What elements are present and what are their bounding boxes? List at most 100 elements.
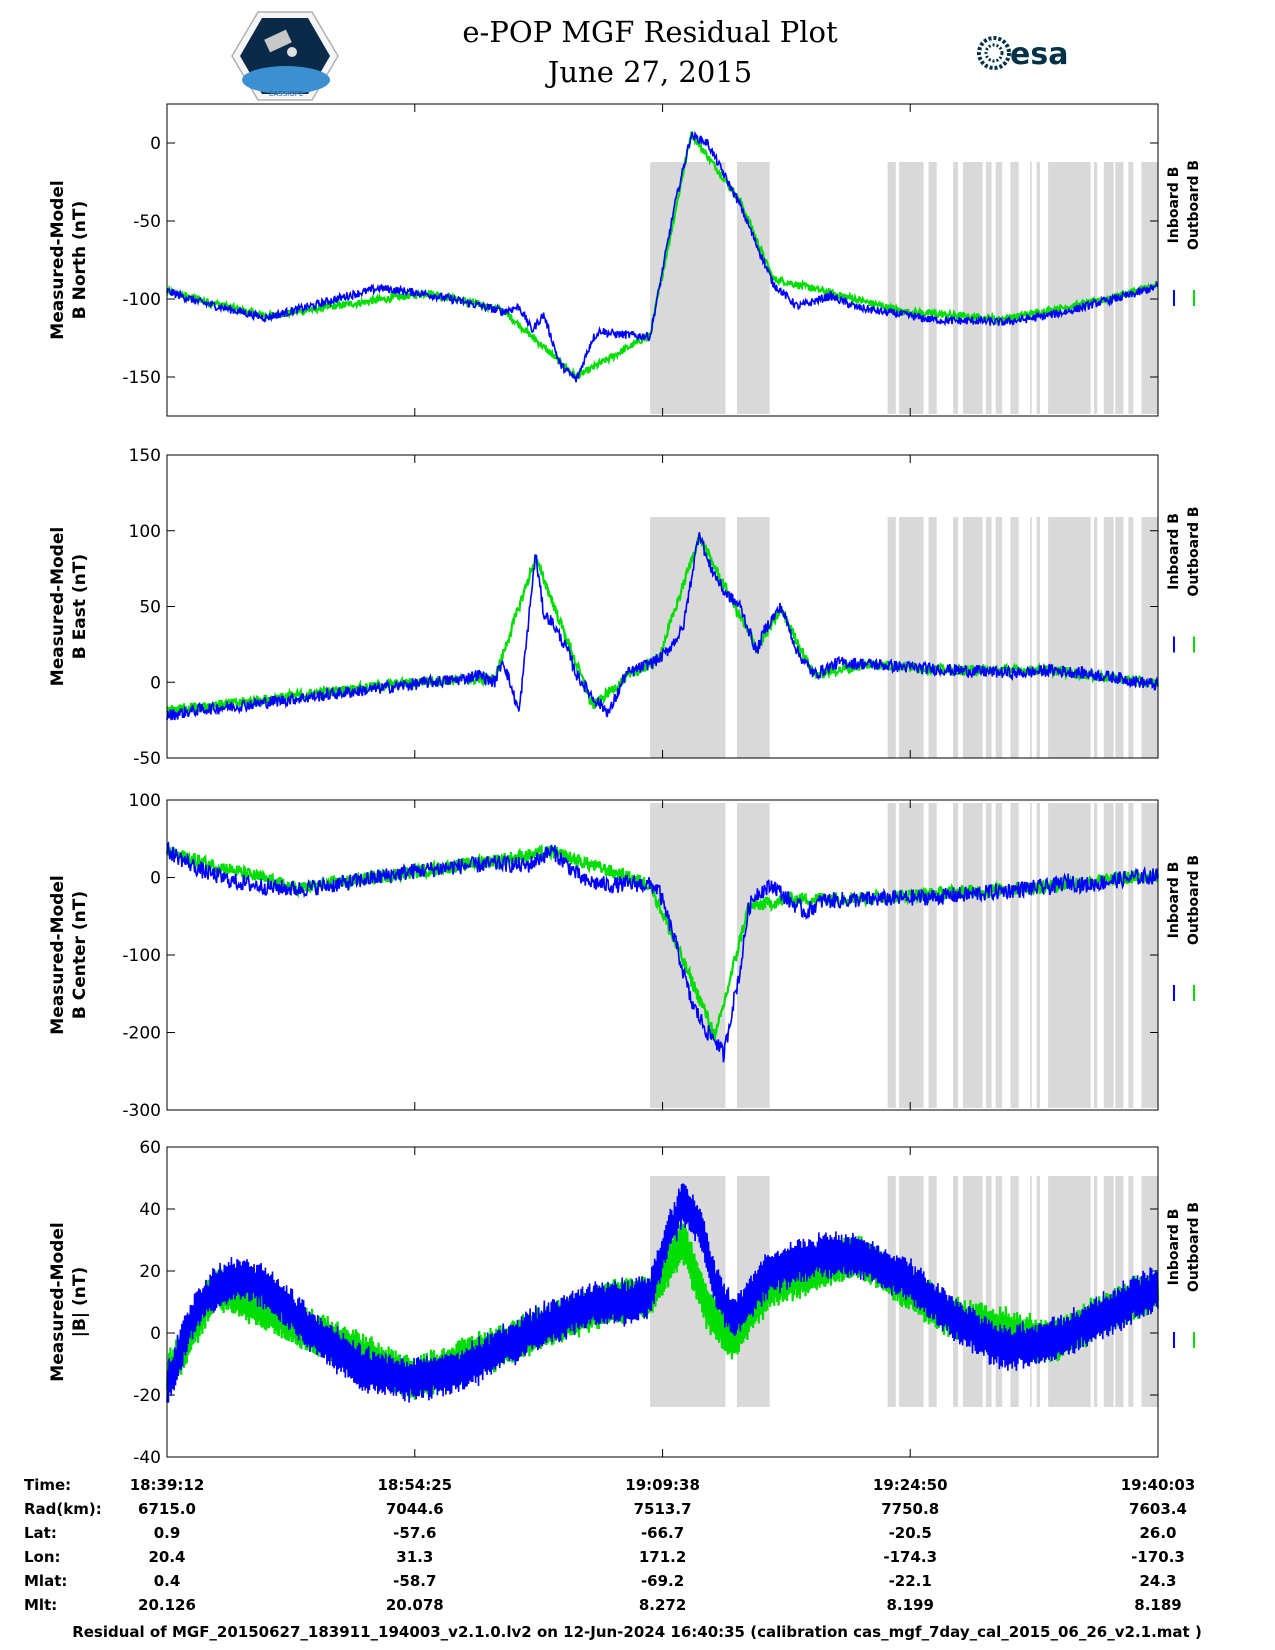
y-tick-label: -200 bbox=[122, 1024, 161, 1044]
orbit-value: 20.126 bbox=[138, 1596, 196, 1614]
shaded-region bbox=[1030, 803, 1032, 1108]
shaded-region bbox=[1010, 517, 1019, 758]
legend-inboard-label: Inboard B bbox=[1166, 513, 1182, 590]
shaded-region bbox=[1115, 803, 1124, 1108]
shaded-region bbox=[1036, 162, 1040, 414]
x-tick-label: 19:24:50 bbox=[873, 1476, 948, 1494]
panel-2: 150 100 50 0 -50 Measured-Model B East (nT) Inb… bbox=[48, 446, 1202, 769]
y-tick-label: 0 bbox=[150, 1324, 161, 1344]
inboard-series-line bbox=[166, 841, 1159, 1063]
shaded-region bbox=[899, 803, 924, 1108]
legend-inboard-label: Inboard B bbox=[1166, 862, 1182, 939]
shaded-region bbox=[1036, 803, 1040, 1108]
plot-frame bbox=[166, 1146, 1159, 1458]
orbit-value: -66.7 bbox=[641, 1524, 684, 1542]
plot-frame bbox=[166, 103, 1159, 417]
esa-logo: esa bbox=[977, 36, 1068, 72]
shaded-region bbox=[985, 162, 992, 414]
orbit-value: 31.3 bbox=[396, 1548, 433, 1566]
y-axis-label-unit: |B| (nT) bbox=[70, 1267, 90, 1338]
panel-1: 0 -50 -100 -150 Measured-Model B North (nT) In… bbox=[48, 103, 1202, 417]
shaded-region bbox=[985, 517, 992, 758]
orbit-value: 7750.8 bbox=[881, 1500, 939, 1518]
orbit-table: Time: Rad(km): Lat: Lon: Mlat: Mlt: 18:39:12 67… bbox=[24, 1476, 1195, 1614]
orbit-value: 24.3 bbox=[1139, 1572, 1176, 1590]
shaded-region bbox=[1036, 517, 1040, 758]
inboard-series-line bbox=[166, 130, 1159, 383]
legend-outboard-label: Outboard B bbox=[1186, 1202, 1202, 1292]
shaded-region bbox=[736, 803, 770, 1108]
y-tick-label: 40 bbox=[139, 1200, 161, 1220]
inboard-series-line bbox=[166, 1183, 1159, 1403]
shaded-region bbox=[1103, 803, 1114, 1108]
legend-outboard-label: Outboard B bbox=[1186, 855, 1202, 945]
orbit-value: 20.4 bbox=[148, 1548, 185, 1566]
shaded-region bbox=[1115, 517, 1124, 758]
shaded-region bbox=[1128, 162, 1134, 414]
shaded-region bbox=[1103, 1176, 1114, 1407]
legend-outboard-label: Outboard B bbox=[1186, 160, 1202, 250]
shaded-region bbox=[1115, 162, 1124, 414]
shaded-region bbox=[1048, 517, 1091, 758]
outboard-series-line bbox=[165, 131, 1159, 383]
shaded-region bbox=[953, 162, 959, 414]
orbit-value: -22.1 bbox=[889, 1572, 932, 1590]
plot-frame bbox=[166, 454, 1159, 759]
shaded-region bbox=[1093, 1176, 1098, 1407]
y-tick-label: 20 bbox=[139, 1262, 161, 1282]
panel-4: 60 40 20 0 -20 -40 Measured-Model |B| (nT) Inboa… bbox=[48, 1138, 1202, 1468]
shaded-region bbox=[1103, 162, 1114, 414]
shaded-region bbox=[1128, 803, 1134, 1108]
orbit-value: 20.078 bbox=[386, 1596, 444, 1614]
legend-inboard-label: Inboard B bbox=[1166, 1209, 1182, 1286]
page-title: e-POP MGF Residual Plot bbox=[462, 15, 838, 49]
y-tick-label: 0 bbox=[150, 869, 161, 889]
outboard-series-line bbox=[165, 843, 1160, 1041]
orbit-row-label: Mlat: bbox=[24, 1572, 67, 1590]
shaded-region bbox=[736, 162, 770, 414]
shaded-region bbox=[1141, 517, 1158, 758]
y-tick-label: 60 bbox=[139, 1138, 161, 1158]
orbit-value: 171.2 bbox=[639, 1548, 686, 1566]
shaded-region bbox=[995, 803, 1003, 1108]
shaded-region bbox=[1093, 162, 1098, 414]
orbit-value: 6715.0 bbox=[138, 1500, 196, 1518]
shaded-region bbox=[1093, 517, 1098, 758]
orbit-row-label: Time: bbox=[24, 1476, 71, 1494]
shaded-region bbox=[962, 1176, 983, 1407]
y-tick-label: 100 bbox=[129, 791, 161, 811]
y-axis-label-unit: B Center (nT) bbox=[70, 891, 90, 1019]
shaded-region bbox=[899, 162, 924, 414]
y-axis-label-unit: B East (nT) bbox=[70, 554, 90, 659]
shaded-region bbox=[1048, 1176, 1091, 1407]
orbit-row-label: Rad(km): bbox=[24, 1500, 102, 1518]
panel-3: 100 0 -100 -200 -300 Measured-Model B Center (… bbox=[48, 791, 1202, 1121]
shaded-region bbox=[899, 517, 924, 758]
orbit-value: 8.189 bbox=[1134, 1596, 1181, 1614]
orbit-value: 7044.6 bbox=[386, 1500, 444, 1518]
orbit-value: 0.4 bbox=[154, 1572, 181, 1590]
inboard-series-line bbox=[166, 532, 1159, 721]
shaded-region bbox=[962, 517, 983, 758]
y-tick-label: 100 bbox=[129, 522, 161, 542]
esa-logo-text: esa bbox=[1010, 37, 1068, 72]
y-axis-label: Measured-Model bbox=[48, 527, 68, 686]
shaded-region bbox=[887, 803, 896, 1108]
orbit-row-label: Lat: bbox=[24, 1524, 57, 1542]
y-tick-label: -40 bbox=[133, 1448, 161, 1468]
orbit-value: 0.9 bbox=[154, 1524, 181, 1542]
shaded-region bbox=[928, 803, 937, 1108]
orbit-value: 8.272 bbox=[639, 1596, 686, 1614]
y-tick-label: -300 bbox=[122, 1101, 161, 1121]
shaded-region bbox=[985, 803, 992, 1108]
y-tick-label: 150 bbox=[129, 446, 161, 466]
orbit-value: 7603.4 bbox=[1129, 1500, 1187, 1518]
shaded-region bbox=[995, 162, 1003, 414]
orbit-value: 8.199 bbox=[886, 1596, 933, 1614]
orbit-row-label: Mlt: bbox=[24, 1596, 57, 1614]
x-tick-label: 18:54:25 bbox=[377, 1476, 452, 1494]
orbit-value: 7513.7 bbox=[634, 1500, 692, 1518]
y-tick-label: 0 bbox=[150, 673, 161, 693]
